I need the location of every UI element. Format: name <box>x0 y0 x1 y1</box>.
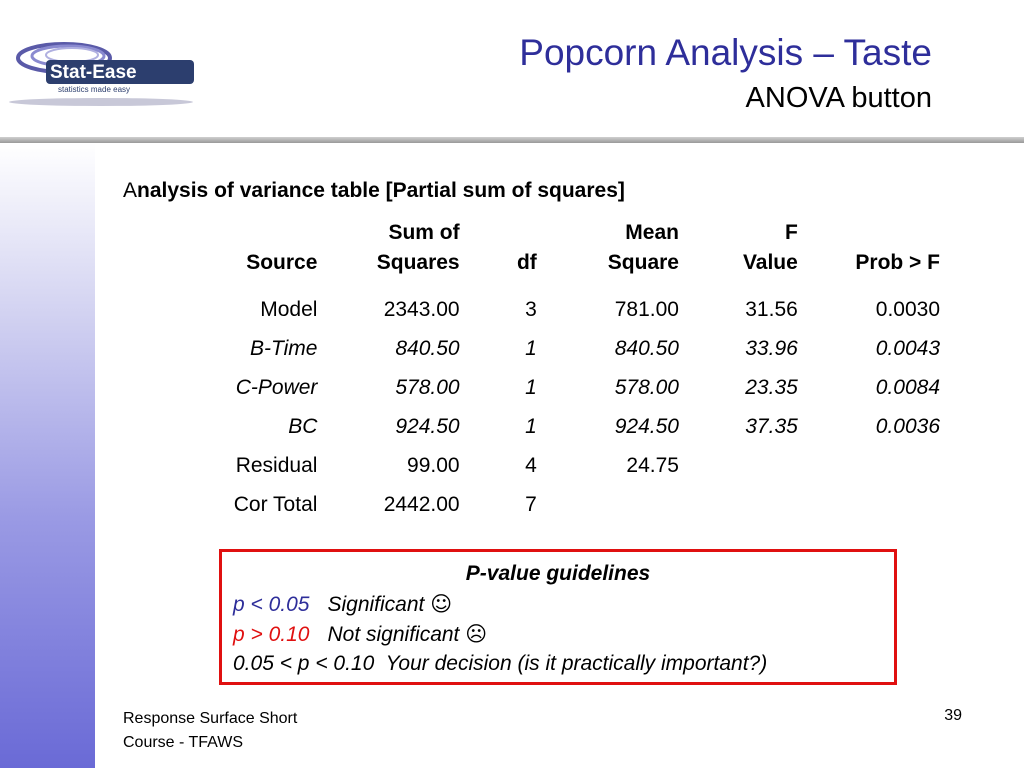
cell-ms <box>537 485 679 524</box>
svg-text:Stat-Ease: Stat-Ease <box>50 62 137 83</box>
footer-line-1: Response Surface Short <box>123 710 298 727</box>
cell-f: 37.35 <box>745 415 798 438</box>
cell-f: 23.35 <box>745 376 798 399</box>
frown-icon: ☹ <box>465 622 488 646</box>
table-title-first-letter: A <box>123 179 138 202</box>
guideline-not-significant: p > 0.10 Not significant ☹ <box>233 622 894 652</box>
cell-source: Model <box>260 298 318 321</box>
table-row-b-time: B-Time 840.50 1 840.50 33.96 0.0043 <box>160 329 940 368</box>
cell-f <box>679 485 798 524</box>
guideline-significant-text: Significant <box>327 593 425 616</box>
cell-df: 3 <box>525 298 537 321</box>
cell-f: 31.56 <box>745 298 798 321</box>
cell-ms: 24.75 <box>626 454 679 477</box>
header-mean-square: Mean Square <box>607 221 679 274</box>
header-source: Source <box>246 251 318 274</box>
cell-source: C-Power <box>235 376 318 399</box>
cell-ss: 578.00 <box>395 376 460 399</box>
cell-source: B-Time <box>249 337 318 360</box>
footer-course-name: Response Surface Short Course - TFAWS <box>123 707 383 755</box>
guideline-p-not-significant: p > 0.10 <box>233 623 310 646</box>
cell-source: Cor Total <box>233 493 318 516</box>
cell-ss: 2343.00 <box>383 298 460 321</box>
slide-subtitle: ANOVA button <box>745 82 932 114</box>
header-f-value: F Value <box>742 221 798 274</box>
cell-df: 7 <box>525 493 537 516</box>
guideline-not-significant-text: Not significant <box>327 623 460 646</box>
cell-ss: 2442.00 <box>383 493 460 516</box>
cell-ms: 781.00 <box>614 298 679 321</box>
table-row-residual: Residual 99.00 4 24.75 <box>160 446 940 485</box>
page-number: 39 <box>944 707 962 724</box>
cell-df: 1 <box>525 337 537 360</box>
guideline-decision: 0.05 < p < 0.10 Your decision (is it pra… <box>233 652 768 675</box>
table-row-bc: BC 924.50 1 924.50 37.35 0.0036 <box>160 407 940 446</box>
cell-ss: 840.50 <box>395 337 460 360</box>
cell-ms: 578.00 <box>614 376 679 399</box>
side-gradient-strip <box>0 143 95 768</box>
table-row-c-power: C-Power 578.00 1 578.00 23.35 0.0084 <box>160 368 940 407</box>
table-title: Analysis of variance table [Partial sum … <box>123 179 625 203</box>
header-prob-f: Prob > F <box>855 251 940 274</box>
cell-ss: 99.00 <box>407 454 460 477</box>
cell-source: BC <box>288 415 318 438</box>
slide-title: Popcorn Analysis – Taste <box>519 32 932 73</box>
footer-line-2: Course - TFAWS <box>123 734 244 751</box>
guideline-significant: p < 0.05 Significant ☺ <box>233 592 894 622</box>
cell-ms: 924.50 <box>614 415 679 438</box>
stat-ease-logo: Stat-Ease statistics made easy <box>9 42 194 106</box>
table-row-model: Model 2343.00 3 781.00 31.56 0.0030 <box>160 290 940 329</box>
table-row-cor-total: Cor Total 2442.00 7 <box>160 485 940 524</box>
cell-ms: 840.50 <box>614 337 679 360</box>
cell-df: 1 <box>525 415 537 438</box>
cell-source: Residual <box>235 454 318 477</box>
cell-p: 0.0084 <box>875 376 940 399</box>
cell-f <box>679 446 798 485</box>
cell-p <box>798 446 940 485</box>
cell-p: 0.0030 <box>875 298 940 321</box>
header-divider <box>0 137 1024 143</box>
table-title-rest: nalysis of variance table [Partial sum o… <box>137 179 625 202</box>
guidelines-title: P-value guidelines <box>465 562 651 585</box>
cell-p: 0.0036 <box>875 415 940 438</box>
cell-ss: 924.50 <box>395 415 460 438</box>
table-header-row: Source Sum of Squares df Mean Square F Valu… <box>160 218 940 290</box>
cell-f: 33.96 <box>745 337 798 360</box>
svg-text:statistics made easy: statistics made easy <box>58 85 130 94</box>
cell-df: 4 <box>525 454 537 477</box>
header-sum-of-squares: Sum of Squares <box>376 221 460 274</box>
cell-p <box>798 485 940 524</box>
anova-table: Source Sum of Squares df Mean Square F Valu… <box>160 218 940 524</box>
header-df: df <box>516 251 537 274</box>
cell-p: 0.0043 <box>875 337 940 360</box>
cell-df: 1 <box>525 376 537 399</box>
p-value-guidelines-box: P-value guidelines p < 0.05 Significant ☺… <box>219 549 897 685</box>
smiley-icon: ☺ <box>430 592 453 616</box>
guideline-p-significant: p < 0.05 <box>233 593 310 616</box>
